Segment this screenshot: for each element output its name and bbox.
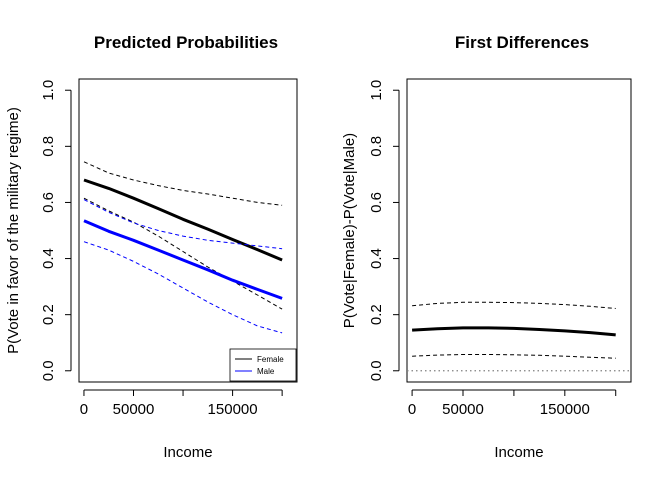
y-tick-label: 0.2 bbox=[368, 304, 385, 325]
estimate-line-0 bbox=[412, 326, 616, 337]
legend-label: Female bbox=[257, 355, 284, 364]
x-axis-label: Income bbox=[163, 444, 212, 461]
legend: Female Male bbox=[229, 348, 297, 382]
estimate-line-0 bbox=[83, 178, 283, 262]
confidence-bound-line-5 bbox=[83, 241, 283, 334]
predicted-probabilities-panel: Predicted Probabilities Income P(Vote in f… bbox=[5, 33, 298, 461]
y-axis-label: P(Vote|Female)-P(Vote|Male) bbox=[341, 133, 358, 328]
y-tick-label: 0.6 bbox=[368, 192, 385, 213]
y-tick-label: 0.0 bbox=[40, 360, 57, 381]
x-tick-label: 150000 bbox=[208, 401, 258, 418]
y-tick-label: 0.4 bbox=[40, 248, 57, 269]
y-tick-label: 0.8 bbox=[368, 136, 385, 157]
y-tick-label: 1.0 bbox=[40, 80, 57, 101]
plot-frame bbox=[406, 78, 632, 383]
confidence-bound-line-1 bbox=[412, 301, 616, 309]
chart-title: First Differences bbox=[455, 33, 589, 52]
y-axis-label: P(Vote in favor of the military regime) bbox=[5, 107, 22, 354]
x-tick-label: 0 bbox=[80, 401, 88, 418]
x-tick-label: 150000 bbox=[540, 401, 590, 418]
legend-label: Male bbox=[257, 367, 275, 376]
y-tick-label: 1.0 bbox=[368, 80, 385, 101]
x-tick-label: 50000 bbox=[442, 401, 484, 418]
y-tick-label: 0.2 bbox=[40, 304, 57, 325]
x-tick-label: 0 bbox=[408, 401, 416, 418]
y-tick-label: 0.0 bbox=[368, 360, 385, 381]
x-tick-label: 50000 bbox=[113, 401, 155, 418]
confidence-bound-line-2 bbox=[83, 197, 283, 310]
chart-title: Predicted Probabilities bbox=[94, 33, 278, 52]
plot-frame bbox=[78, 78, 298, 383]
confidence-bound-line-1 bbox=[83, 161, 283, 206]
legend-box bbox=[229, 348, 297, 382]
confidence-bound-line-2 bbox=[412, 354, 616, 359]
estimate-line-3 bbox=[83, 219, 283, 300]
y-tick-label: 0.8 bbox=[40, 136, 57, 157]
first-differences-panel: First Differences Income P(Vote|Female)-P(… bbox=[341, 33, 632, 461]
confidence-bound-line-4 bbox=[83, 199, 283, 250]
y-tick-label: 0.6 bbox=[40, 192, 57, 213]
x-axis-label: Income bbox=[494, 444, 543, 461]
y-tick-label: 0.4 bbox=[368, 248, 385, 269]
